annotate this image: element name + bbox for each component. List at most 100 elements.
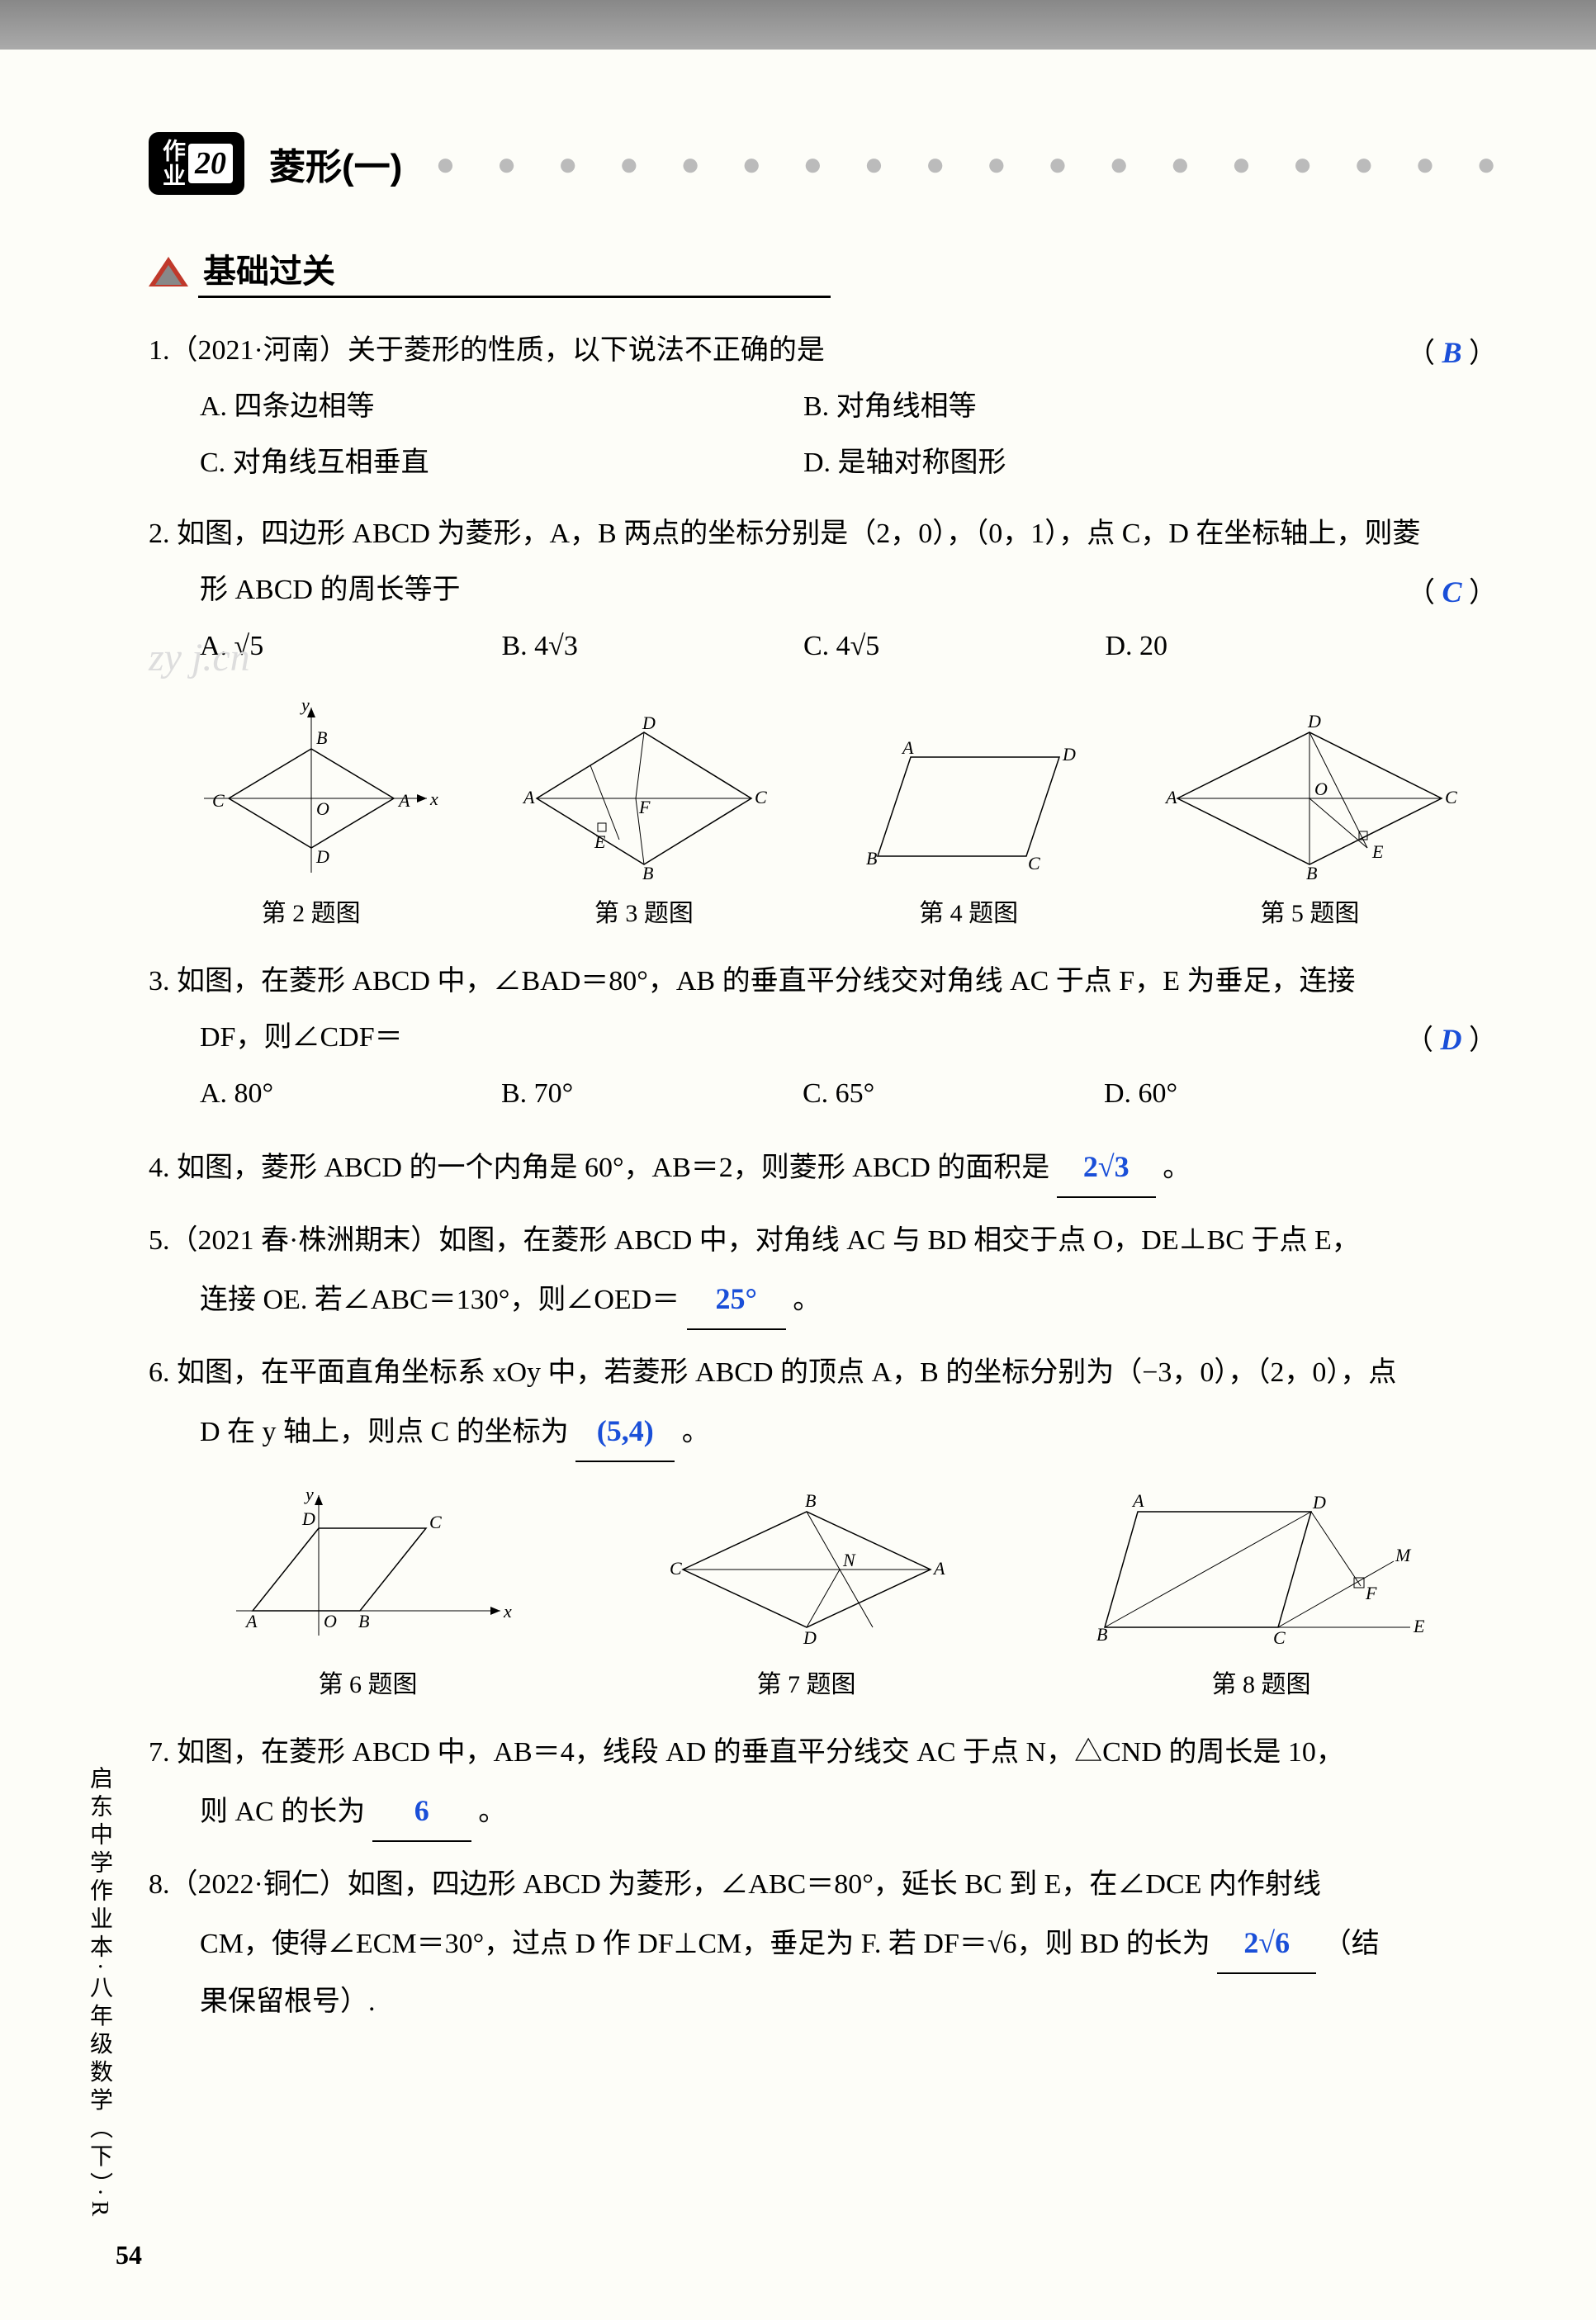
decorative-dots: ● ● ● ● ● ● ● ● ● ● ● ● ● ● ● ● ● ● ● ● … — [435, 144, 1497, 183]
svg-text:M: M — [1395, 1545, 1412, 1565]
svg-text:D: D — [1307, 711, 1321, 732]
question-3: 3. 如图，在菱形 ABCD 中，∠BAD＝80°，AB 的垂直平分线交对角线 … — [149, 954, 1497, 1122]
svg-text:x: x — [503, 1601, 512, 1622]
q8-line3: 果保留根号）. — [149, 1974, 1497, 2030]
q3-stem-b: DF，则∠CDF＝ — [200, 1022, 403, 1053]
svg-text:E: E — [1413, 1616, 1425, 1636]
q8-line2: CM，使得∠ECM＝30°，过点 D 作 DF⊥CM，垂足为 F. 若 DF＝√… — [149, 1913, 1497, 1974]
svg-text:F: F — [638, 797, 651, 817]
q6-tail: 。 — [682, 1417, 710, 1447]
q2-optA: A. √5 — [200, 618, 501, 675]
svg-text:A: A — [397, 790, 410, 811]
figure-6: A B C D O x y 第 6 题图 — [220, 1487, 517, 1710]
q7-answer: 6 — [372, 1781, 471, 1842]
question-7: 7. 如图，在菱形 ABCD 中，AB＝4，线段 AD 的垂直平分线交 AC 于… — [149, 1725, 1497, 1842]
svg-text:C: C — [670, 1558, 682, 1579]
q5-line1: 5.（2021 春·株洲期末）如图，在菱形 ABCD 中，对角线 AC 与 BD… — [149, 1213, 1497, 1269]
q3-optB: B. 70° — [501, 1066, 803, 1122]
fig4-caption: 第 4 题图 — [919, 889, 1018, 939]
figure-7: C A B D N 第 7 题图 — [658, 1487, 955, 1710]
svg-text:B: B — [805, 1490, 816, 1511]
q3-optC: C. 65° — [803, 1066, 1104, 1122]
q1-stem: 1.（2021·河南）关于菱形的性质，以下说法不正确的是 — [149, 335, 825, 366]
question-2: 2. 如图，四边形 ABCD 为菱形，A，B 两点的坐标分别是（2，0），（0，… — [149, 506, 1497, 675]
svg-text:C: C — [1445, 787, 1457, 807]
badge-number: 20 — [188, 144, 233, 183]
page-number: 54 — [116, 2240, 142, 2270]
q2-stem-b: 形 ABCD 的周长等于 — [200, 575, 460, 605]
svg-text:A: A — [901, 737, 914, 758]
q8-answer: 2√6 — [1217, 1913, 1316, 1974]
fig3-caption: 第 3 题图 — [594, 889, 694, 939]
q7-tail: 。 — [478, 1797, 506, 1827]
q5-answer: 25° — [687, 1269, 786, 1330]
fig3-svg: A C D B E F — [512, 716, 776, 881]
svg-text:D: D — [1312, 1492, 1326, 1513]
section-title: 基础过关 — [198, 244, 831, 298]
q7-line2: 则 AC 的长为 6 。 — [149, 1781, 1497, 1842]
side-book-label: 启东中学作业本·八年级数学（下）·R — [83, 1766, 116, 2221]
fig4-svg: A D B C — [853, 732, 1084, 881]
fig6-svg: A B C D O x y — [220, 1487, 517, 1652]
svg-text:C: C — [755, 787, 767, 807]
svg-text:D: D — [315, 846, 329, 867]
fig2-caption: 第 2 题图 — [262, 889, 361, 939]
svg-text:y: y — [304, 1484, 314, 1504]
fig8-svg: A D B C E M F — [1096, 1487, 1427, 1652]
q3-optA: A. 80° — [200, 1066, 501, 1122]
fig5-svg: A C D B O E — [1161, 716, 1458, 881]
q6-line2: D 在 y 轴上，则点 C 的坐标为 (5,4) 。 — [149, 1401, 1497, 1462]
svg-text:B: B — [642, 863, 653, 883]
chapter-header: 作业 20 菱形(一) ● ● ● ● ● ● ● ● ● ● ● ● ● ● … — [149, 132, 1497, 195]
svg-text:A: A — [1164, 787, 1177, 807]
fig2-svg: A B C D O x y — [187, 699, 435, 881]
q2-optB: B. 4√3 — [501, 618, 803, 675]
page: 作业 20 菱形(一) ● ● ● ● ● ● ● ● ● ● ● ● ● ● … — [0, 0, 1596, 2320]
svg-text:A: A — [1131, 1490, 1144, 1511]
q6-answer: (5,4) — [575, 1401, 675, 1462]
q1-optD: D. 是轴对称图形 — [803, 435, 1407, 491]
figure-row-2: A B C D O x y 第 6 题图 C A — [149, 1487, 1497, 1710]
svg-text:D: D — [301, 1508, 315, 1529]
fig7-svg: C A B D N — [658, 1487, 955, 1652]
svg-text:y: y — [300, 694, 310, 715]
fig5-caption: 第 5 题图 — [1260, 889, 1359, 939]
q8-stem-b: CM，使得∠ECM＝30°，过点 D 作 DF⊥CM，垂足为 F. 若 DF＝√… — [200, 1929, 1210, 1959]
svg-text:C: C — [429, 1512, 442, 1532]
triangle-icon — [149, 257, 188, 286]
svg-text:A: A — [244, 1611, 258, 1631]
q1-answer-paren: （ B ） — [1407, 323, 1497, 382]
svg-text:B: B — [866, 848, 877, 869]
q2-optC: C. 4√5 — [803, 618, 1105, 675]
svg-text:C: C — [1273, 1627, 1286, 1648]
q3-optD: D. 60° — [1104, 1066, 1405, 1122]
q2-line2: 形 ABCD 的周长等于 （ C ） — [149, 562, 1497, 618]
q1-optB: B. 对角线相等 — [803, 379, 1407, 435]
q2-optD: D. 20 — [1105, 618, 1406, 675]
q3-line2: DF，则∠CDF＝ （ D ） — [149, 1010, 1497, 1066]
q1-text: 1.（2021·河南）关于菱形的性质，以下说法不正确的是 （ B ） — [149, 323, 1497, 379]
svg-text:O: O — [316, 798, 329, 819]
q5-stem-b: 连接 OE. 若∠ABC＝130°，则∠OED＝ — [200, 1285, 680, 1315]
q2-answer: C — [1442, 575, 1461, 608]
svg-text:O: O — [1314, 779, 1328, 799]
fig8-caption: 第 8 题图 — [1212, 1660, 1311, 1710]
svg-text:C: C — [212, 790, 225, 811]
q6-stem-b: D 在 y 轴上，则点 C 的坐标为 — [200, 1417, 569, 1447]
q8-line1: 8.（2022·铜仁）如图，四边形 ABCD 为菱形，∠ABC＝80°，延长 B… — [149, 1857, 1497, 1913]
svg-text:C: C — [1028, 853, 1040, 874]
q2-answer-paren: （ C ） — [1407, 562, 1497, 622]
q3-answer: D — [1441, 1023, 1462, 1056]
q3-options: A. 80° B. 70° C. 65° D. 60° — [149, 1066, 1405, 1122]
top-scan-bar — [0, 0, 1596, 50]
q4-stem: 4. 如图，菱形 ABCD 的一个内角是 60°，AB＝2，则菱形 ABCD 的… — [149, 1153, 1049, 1183]
svg-text:F: F — [1365, 1583, 1377, 1603]
q3-answer-paren: （ D ） — [1405, 1010, 1497, 1069]
q4-answer: 2√3 — [1057, 1137, 1156, 1198]
svg-text:A: A — [932, 1558, 945, 1579]
q7-stem-b: 则 AC 的长为 — [200, 1797, 365, 1827]
q3-line1: 3. 如图，在菱形 ABCD 中，∠BAD＝80°，AB 的垂直平分线交对角线 … — [149, 954, 1497, 1010]
q7-line1: 7. 如图，在菱形 ABCD 中，AB＝4，线段 AD 的垂直平分线交 AC 于… — [149, 1725, 1497, 1781]
question-1: 1.（2021·河南）关于菱形的性质，以下说法不正确的是 （ B ） A. 四条… — [149, 323, 1497, 491]
q1-answer: B — [1442, 336, 1461, 369]
